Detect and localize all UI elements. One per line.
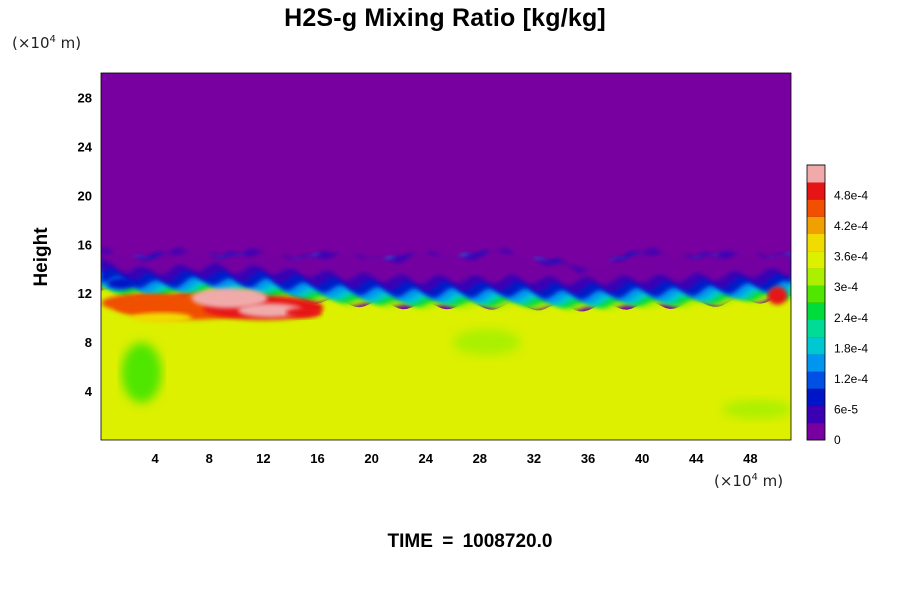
colorbar-tick-label: 3e-4: [834, 280, 858, 294]
colorbar-swatch: [807, 388, 825, 406]
x-tick-label: 48: [743, 451, 757, 466]
y-axis-unit: (×104 m): [12, 34, 81, 52]
high-concentration-zone: [285, 307, 322, 318]
y-axis: 4 8 12 16 20 24 28: [78, 90, 93, 399]
peak-concentration-zone: [238, 303, 303, 318]
x-axis-unit: (×104 m): [714, 472, 783, 490]
high-concentration-zone: [101, 293, 182, 312]
colorbar-swatch: [807, 319, 825, 338]
lower-zone: [722, 400, 791, 419]
edge-plume-zone: [767, 286, 788, 305]
time-label: TIME: [387, 531, 433, 552]
colorbar-swatch: [807, 165, 825, 183]
x-tick-label: 36: [581, 451, 595, 466]
lower-zone: [121, 342, 162, 403]
colorbar-tick-label: 4.8e-4: [834, 189, 868, 203]
x-axis: 4 8 12 16 20 24 28 32 36 40 44 48: [152, 451, 758, 466]
colorbar-swatch: [807, 405, 825, 424]
x-unit-exponent: 4: [751, 472, 758, 483]
colorbar-frame: [806, 164, 826, 441]
x-tick-label: 28: [473, 451, 487, 466]
time-value: 1008720.0: [462, 531, 553, 552]
colorbar-swatch: [807, 233, 825, 252]
colorbar-swatch: [807, 422, 825, 441]
x-tick-label: 40: [635, 451, 649, 466]
colorbar-tick-label: 1.8e-4: [834, 341, 868, 355]
eddy-zone: [107, 277, 136, 290]
colorbar-swatch: [807, 182, 825, 200]
x-unit-base: (×10: [714, 472, 752, 490]
low-mix-zone: [452, 329, 521, 356]
colorbar-swatch: [807, 250, 825, 269]
mixing-layer-band: [101, 247, 791, 286]
x-tick-label: 4: [152, 451, 160, 466]
y-unit-exponent: 4: [49, 34, 56, 45]
colorbar-swatch: [807, 302, 825, 320]
y-tick-label: 12: [78, 286, 92, 301]
plot-frame: [100, 72, 792, 441]
peak-concentration-zone: [191, 288, 268, 309]
x-tick-label: 16: [310, 451, 324, 466]
colorbar-tick-label: 3.6e-4: [834, 250, 868, 264]
y-unit-suffix: m): [55, 34, 82, 52]
colorbar-swatch: [807, 354, 825, 372]
x-tick-label: 24: [418, 451, 433, 466]
y-tick-label: 20: [78, 188, 92, 203]
colorbar-swatch: [807, 268, 825, 286]
colorbar-tick-label: 1.2e-4: [834, 372, 868, 386]
x-tick-label: 8: [206, 451, 213, 466]
field-lower-region: [101, 288, 791, 440]
colorbar-swatch: [807, 371, 825, 389]
colorbar-tick-label: 6e-5: [834, 402, 858, 416]
colorbar-swatch: [807, 199, 825, 217]
y-unit-base: (×10: [12, 34, 50, 52]
y-tick-label: 28: [78, 90, 92, 105]
colorbar-swatch: [807, 216, 825, 235]
x-tick-label: 32: [527, 451, 541, 466]
colorbar: 0 6e-5 1.2e-4 1.8e-4 2.4e-4 3e-4 3.6e-4 4.2e-4 4…: [806, 164, 868, 447]
colorbar-swatch: [807, 285, 825, 303]
colorbar-tick-label: 4.2e-4: [834, 219, 868, 233]
x-tick-label: 20: [364, 451, 378, 466]
x-unit-suffix: m): [757, 472, 784, 490]
plot-area: [101, 73, 791, 440]
chart-title: H2S-g Mixing Ratio [kg/kg]: [284, 4, 606, 32]
time-equals: =: [442, 531, 454, 552]
y-tick-label: 24: [78, 139, 93, 154]
time-readout: TIME = 1008720.0: [0, 531, 900, 553]
y-tick-label: 4: [85, 384, 93, 399]
colorbar-tick-label: 0: [834, 433, 841, 447]
x-tick-label: 44: [689, 451, 704, 466]
lower-zone: [548, 352, 629, 381]
x-tick-label: 12: [256, 451, 270, 466]
y-tick-label: 16: [78, 237, 92, 252]
high-concentration-zone: [131, 312, 192, 323]
colorbar-swatch: [807, 336, 825, 355]
y-tick-label: 8: [85, 335, 92, 350]
colorbar-tick-label: 2.4e-4: [834, 311, 868, 325]
